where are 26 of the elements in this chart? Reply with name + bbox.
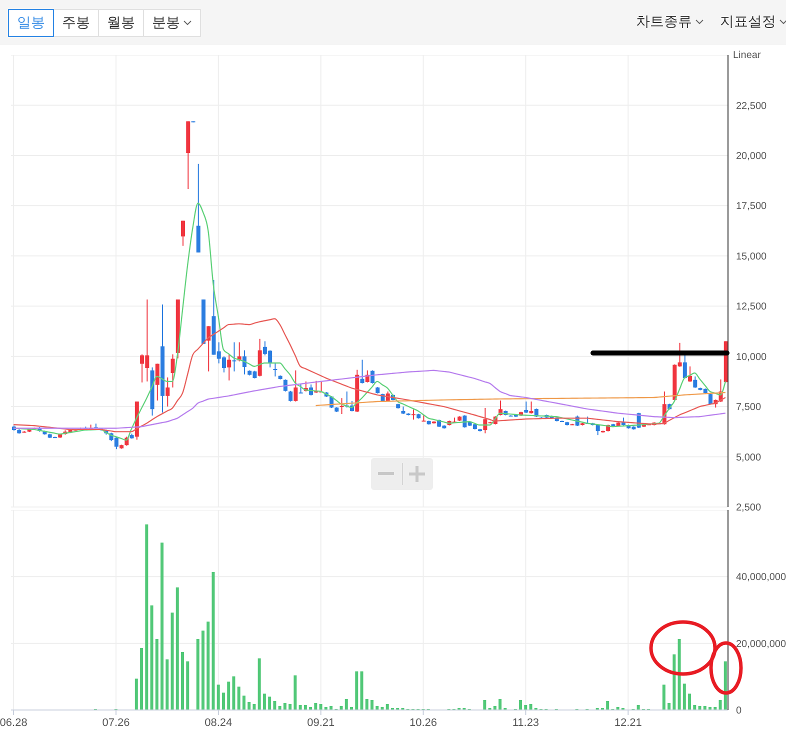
y-tick-label: 0: [736, 706, 742, 717]
text: 주봉: [62, 14, 90, 32]
y-tick-label: 5,000: [736, 452, 762, 464]
y-tick-label: 22,500: [736, 100, 768, 112]
x-tick-label: 12.21: [614, 717, 642, 729]
y-tick-label: 7,500: [736, 402, 762, 414]
y-tick-label: 20,000: [736, 150, 768, 162]
y-tick-label: 17,500: [736, 201, 768, 212]
text: 지표설정: [720, 13, 776, 31]
x-tick-label: 07.26: [102, 717, 130, 729]
text: 차트종류: [636, 13, 692, 31]
x-tick-label: 09.21: [307, 717, 335, 729]
text: Linear: [733, 50, 761, 61]
text: 일봉: [17, 14, 45, 32]
x-tick-label: 10.26: [410, 717, 438, 729]
text: 월봉: [107, 14, 135, 32]
x-tick-label: 08.24: [204, 717, 232, 729]
y-tick-label: 10,000: [736, 352, 768, 363]
y-tick-label: 2,500: [736, 502, 762, 514]
x-tick-label: 06.28: [0, 717, 28, 729]
text: 분봉: [152, 14, 180, 32]
y-tick-label: 40,000,000: [736, 572, 786, 584]
y-tick-label: 20,000,000: [736, 638, 786, 650]
y-tick-label: 15,000: [736, 251, 768, 262]
y-tick-label: 12,500: [736, 302, 768, 313]
x-tick-label: 11.23: [512, 717, 540, 729]
